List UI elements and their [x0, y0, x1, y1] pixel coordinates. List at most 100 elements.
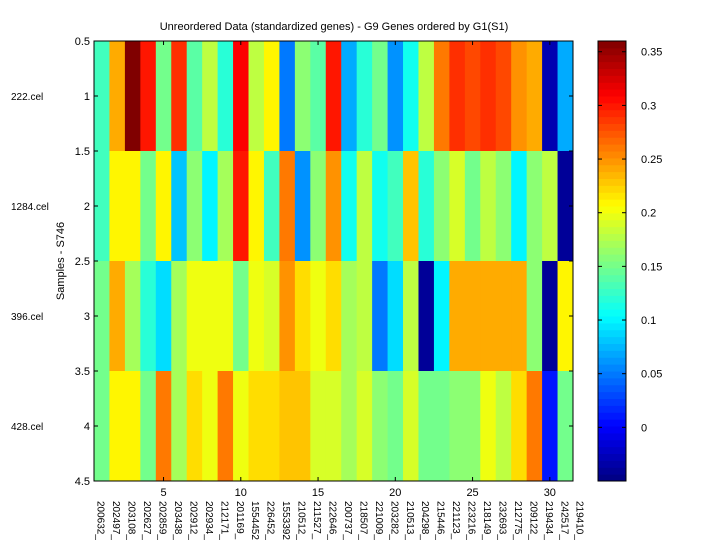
heatmap-cell [233, 151, 249, 262]
colorbar-segment [598, 178, 626, 186]
x-tick-label: 15 [312, 487, 324, 499]
column-label: 203108_ [126, 501, 137, 540]
heatmap-cell [310, 151, 327, 262]
colorbar-segment [598, 446, 626, 455]
column-label: 211527_ [311, 501, 322, 540]
heatmap-cell [325, 261, 342, 372]
heatmap-cell [217, 371, 234, 482]
heatmap-cell [511, 371, 528, 482]
heatmap-cell [263, 261, 280, 372]
row-label: 1284.cel [11, 202, 49, 213]
heatmap-cell [171, 371, 188, 482]
column-label: 226452_ [265, 501, 276, 540]
column-label: 202627_ [141, 501, 152, 540]
heatmap-cell [372, 261, 388, 372]
column-label: 202497_ [110, 501, 121, 540]
colorbar-segment [598, 419, 626, 427]
heatmap-cell [356, 371, 373, 482]
heatmap-cell [526, 371, 543, 482]
column-label: 1554452 [249, 501, 260, 540]
colorbar-segment [598, 109, 626, 118]
column-label: 212171_ [218, 501, 229, 540]
heatmap-cell [140, 371, 157, 482]
heatmap-cell [325, 371, 342, 482]
colorbar-segment [598, 226, 626, 235]
heatmap-cell [495, 261, 512, 372]
colorbar-segment [598, 274, 626, 283]
colorbar-segment [598, 247, 626, 255]
colorbar-segment [598, 157, 626, 166]
heatmap-cell [403, 151, 419, 262]
heatmap-cell [171, 261, 188, 372]
x-tick-label: 25 [466, 487, 478, 499]
colorbar-segment [598, 357, 626, 365]
heatmap-cell [186, 261, 203, 372]
heatmap-cell [109, 151, 126, 262]
colorbar-segment [598, 261, 626, 269]
heatmap-cell [94, 41, 110, 152]
heatmap-cell [449, 371, 466, 482]
column-label: 200737_ [342, 501, 353, 540]
colorbar-segment [598, 240, 626, 248]
heatmap-cell [418, 371, 435, 482]
heatmap-cell [403, 261, 419, 372]
heatmap-cell [233, 41, 249, 152]
heatmap-cell [387, 151, 404, 262]
heatmap-cell [372, 371, 388, 482]
heatmap-cell [140, 41, 157, 152]
heatmap-cell [202, 371, 219, 482]
colorbar-segment [598, 130, 626, 138]
heatmap-cell [418, 41, 435, 152]
column-label: 200632_ [95, 501, 106, 540]
heatmap-cell [294, 151, 311, 262]
heatmap-cell [449, 261, 466, 372]
row-label: 222.cel [11, 92, 43, 103]
colorbar-segment [598, 116, 626, 125]
colorbar-segment [598, 377, 626, 386]
y-tick-label: 1 [84, 91, 90, 103]
heatmap-cell [403, 41, 419, 152]
heatmap-cell [418, 151, 435, 262]
heatmap-cell [557, 151, 574, 262]
heatmap-cell [480, 41, 497, 152]
colorbar-segment [598, 212, 626, 221]
colorbar-segment [598, 144, 626, 152]
heatmap-cell [356, 41, 373, 152]
colorbar-segment [598, 288, 626, 296]
heatmap-cell [279, 41, 296, 152]
heatmap-cell [279, 371, 296, 482]
heatmap-cell [294, 261, 311, 372]
column-label: 201169_ [234, 501, 245, 540]
heatmap-cell [464, 261, 481, 372]
colorbar-segment [598, 426, 626, 434]
column-label: 219434_ [543, 501, 554, 540]
colorbar-tick-label: 0 [641, 422, 647, 434]
heatmap-cell [94, 151, 110, 262]
column-label: 210513_ [404, 501, 415, 540]
colorbar-segment [598, 412, 626, 420]
heatmap-cell [433, 371, 450, 482]
colorbar-segment [598, 47, 626, 56]
colorbar-segment [598, 123, 626, 131]
colorbar-segment [598, 453, 626, 461]
colorbar-segment [598, 329, 626, 338]
heatmap-cell [495, 151, 512, 262]
heatmap-cell [310, 371, 327, 482]
colorbar-segment [598, 206, 626, 214]
column-label: 242517_ [558, 501, 569, 540]
heatmap-cell [279, 261, 296, 372]
colorbar-segment [598, 68, 626, 76]
colorbar-tick-label: 0.2 [641, 208, 656, 220]
colorbar-segment [598, 254, 626, 262]
heatmap-cell [372, 151, 388, 262]
y-tick-label: 0.5 [75, 36, 90, 48]
heatmap-cell [140, 261, 157, 372]
heatmap-cell [341, 371, 358, 482]
heatmap-cell [233, 371, 249, 482]
colorbar-segment [598, 350, 626, 358]
heatmap-cell [155, 261, 172, 372]
heatmap-cell [217, 41, 234, 152]
row-label: 428.cel [11, 422, 43, 433]
colorbar-segment [598, 219, 626, 228]
heatmap-cell [356, 151, 373, 262]
